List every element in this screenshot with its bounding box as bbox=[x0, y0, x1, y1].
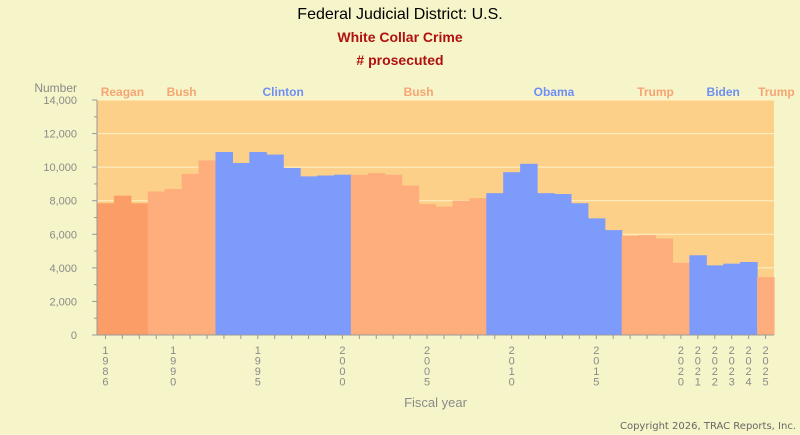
bar-2000 bbox=[333, 174, 352, 335]
bar-1997 bbox=[283, 167, 301, 335]
bar-2001 bbox=[350, 174, 369, 335]
y-tick-label: 4,000 bbox=[49, 263, 77, 275]
y-tick-label: 8,000 bbox=[49, 196, 77, 208]
bar-2007 bbox=[452, 200, 470, 335]
bar-1988 bbox=[130, 203, 149, 335]
president-label: Trump bbox=[637, 85, 674, 99]
chart-title: Federal Judicial District: U.S. bbox=[297, 6, 503, 23]
bar-2013 bbox=[553, 194, 572, 335]
y-axis-label: Number bbox=[34, 81, 77, 95]
y-tick-label: 12,000 bbox=[43, 129, 77, 141]
bar-2019 bbox=[655, 238, 674, 335]
bar-1989 bbox=[147, 191, 166, 335]
copyright-notice: Copyright 2026, TRAC Reports, Inc. bbox=[619, 421, 796, 432]
bar-2014 bbox=[570, 203, 589, 335]
y-tick-label: 10,000 bbox=[43, 162, 77, 174]
bar-1993 bbox=[215, 152, 233, 335]
bar-2009 bbox=[486, 193, 504, 335]
chart-subtitle: White Collar Crime bbox=[337, 29, 463, 45]
bar-1995 bbox=[249, 152, 267, 335]
y-axis: 0 2,000 4,000 6,000 8,000 10,000 12,000 14,000 bbox=[43, 95, 98, 342]
y-tick-label: 0 bbox=[71, 330, 77, 342]
president-label: Trump bbox=[758, 85, 795, 99]
bar-2006 bbox=[435, 206, 454, 335]
bars bbox=[97, 152, 775, 335]
bar-2010 bbox=[503, 172, 521, 335]
bar-2025 bbox=[757, 277, 775, 335]
bar-2005 bbox=[418, 204, 437, 335]
bar-1999 bbox=[317, 175, 335, 335]
bar-2020 bbox=[672, 262, 690, 335]
president-label: Bush bbox=[404, 85, 434, 99]
president-label: Clinton bbox=[263, 85, 304, 99]
bar-2012 bbox=[537, 193, 555, 335]
bar-2023 bbox=[723, 263, 741, 335]
bar-1992 bbox=[198, 160, 217, 335]
bar-2008 bbox=[469, 198, 487, 335]
bar-1986 bbox=[97, 203, 115, 335]
bar-2018 bbox=[638, 235, 657, 335]
bar-1987 bbox=[113, 195, 132, 335]
president-labels: Reagan Bush Clinton Bush Obama Trump Biden Trum… bbox=[101, 85, 795, 99]
bar-1994 bbox=[232, 162, 250, 335]
bar-2022 bbox=[706, 265, 724, 335]
bar-2021 bbox=[689, 255, 707, 335]
bar-1996 bbox=[266, 154, 284, 335]
bar-2016 bbox=[604, 230, 623, 335]
bar-2015 bbox=[587, 218, 606, 335]
bar-2003 bbox=[384, 174, 403, 335]
y-tick-label: 14,000 bbox=[43, 95, 77, 107]
bar-2002 bbox=[367, 173, 386, 335]
president-label: Bush bbox=[167, 85, 197, 99]
president-label: Biden bbox=[707, 85, 740, 99]
chart-measure-label: # prosecuted bbox=[356, 52, 444, 68]
x-axis: 1 9 8 6 1 9 9 0 1 9 9 5 2 0 0 0 2 0 0 5 2 0 1 0 2 0 1 5 2 0 2 0 2 0 2 1 2 0 2 2… bbox=[97, 334, 774, 389]
y-tick-label: 2,000 bbox=[49, 296, 77, 308]
president-label: Reagan bbox=[101, 85, 144, 99]
bar-1991 bbox=[181, 173, 200, 335]
bar-2017 bbox=[621, 235, 640, 335]
x-axis-label: Fiscal year bbox=[404, 395, 468, 410]
bar-2024 bbox=[740, 261, 758, 335]
y-tick-label: 6,000 bbox=[49, 229, 77, 241]
president-label: Obama bbox=[534, 85, 575, 99]
bar-2004 bbox=[401, 185, 420, 335]
bar-2011 bbox=[520, 163, 538, 335]
bar-1990 bbox=[164, 188, 183, 335]
bar-1998 bbox=[300, 176, 318, 335]
